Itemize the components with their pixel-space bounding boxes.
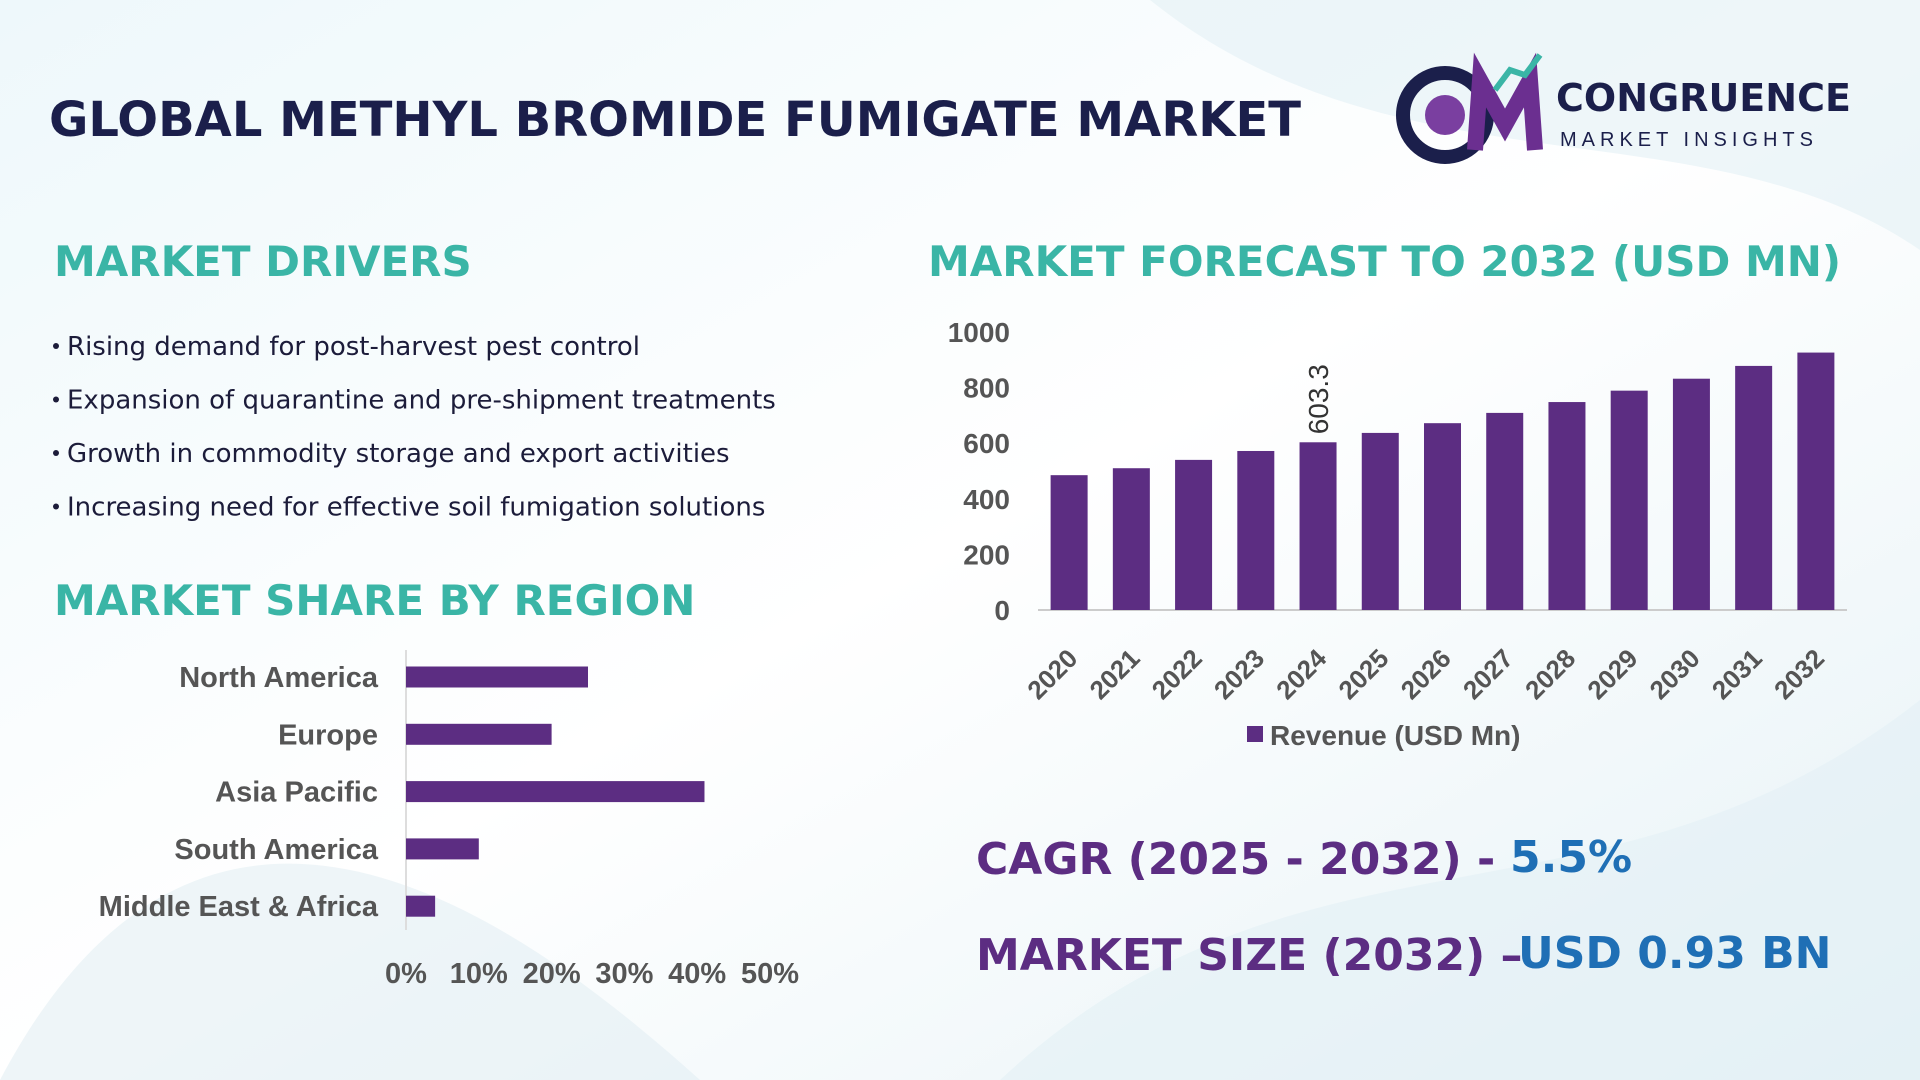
y-tick-label: 600 <box>963 428 1010 459</box>
decor-wave <box>0 863 700 1080</box>
page-title: GLOBAL METHYL BROMIDE FUMIGATE MARKET <box>49 92 1301 148</box>
logo: CONGRUENCE MARKET INSIGHTS <box>1396 52 1851 164</box>
driver-item: Rising demand for post-harvest pest cont… <box>67 332 640 362</box>
logo-tagline: MARKET INSIGHTS <box>1560 129 1818 151</box>
bar <box>406 838 479 860</box>
logo-mark <box>1396 66 1494 164</box>
x-tick-label: 50% <box>741 958 799 990</box>
section-title: MARKET SHARE BY REGION <box>54 576 695 625</box>
y-tick-label: Asia Pacific <box>215 777 378 809</box>
driver-item: Expansion of quarantine and pre-shipment… <box>67 386 776 416</box>
bar <box>1548 402 1586 610</box>
legend-swatch <box>1247 726 1263 742</box>
y-tick-label: Europe <box>278 719 378 751</box>
size-label: MARKET SIZE (2032) – <box>976 930 1523 981</box>
logo-name: CONGRUENCE <box>1556 76 1851 120</box>
y-tick-label: 400 <box>963 484 1010 515</box>
x-tick-label: 0% <box>385 958 427 990</box>
y-tick-label: 800 <box>963 373 1010 404</box>
bar <box>1797 352 1835 610</box>
cagr-value: 5.5% <box>1510 832 1632 883</box>
legend-label: Revenue (USD Mn) <box>1270 720 1520 751</box>
y-tick-label: South America <box>174 834 378 866</box>
bullet-dot <box>53 343 59 349</box>
bullet-dot <box>53 450 59 456</box>
bar <box>1050 475 1088 610</box>
bar <box>1361 432 1399 610</box>
bar <box>406 723 552 745</box>
bar <box>406 781 705 803</box>
x-tick-label: 20% <box>523 958 581 990</box>
bar <box>1424 423 1461 610</box>
bar <box>1299 442 1337 610</box>
bar <box>1237 450 1275 610</box>
logo-mark <box>1425 95 1465 135</box>
decor-wave <box>1000 700 1920 1080</box>
driver-item: Increasing need for effective soil fumig… <box>67 493 765 523</box>
bar <box>1610 390 1648 610</box>
bar <box>1735 365 1773 610</box>
y-tick-label: Middle East & Africa <box>99 891 379 923</box>
driver-item: Growth in commodity storage and export a… <box>67 439 730 469</box>
x-tick-label: 40% <box>668 958 726 990</box>
data-label: 603.3 <box>1303 364 1334 434</box>
bar <box>1112 468 1150 610</box>
x-tick-label: 30% <box>595 958 653 990</box>
bar <box>1175 459 1213 610</box>
bar <box>1486 412 1524 610</box>
bullet-dot <box>53 396 59 403</box>
y-tick-label: 200 <box>963 539 1010 570</box>
logo-mark <box>1467 52 1543 151</box>
driver-list: Rising demand for post-harvest pest cont… <box>53 332 776 523</box>
bar <box>406 666 588 688</box>
x-tick-label: 10% <box>450 958 508 990</box>
y-tick-label: 1000 <box>948 317 1010 348</box>
bar <box>406 895 436 917</box>
section-title: MARKET FORECAST TO 2032 (USD MN) <box>928 237 1841 286</box>
bar <box>1672 378 1710 610</box>
size-value: USD 0.93 BN <box>1518 928 1832 979</box>
logo-mark <box>1492 53 1543 92</box>
cagr-label: CAGR (2025 - 2032) - <box>976 834 1495 885</box>
bullet-dot <box>53 503 59 510</box>
y-tick-label: North America <box>179 662 379 694</box>
section-title: MARKET DRIVERS <box>54 237 472 286</box>
y-tick-label: 0 <box>994 595 1010 626</box>
